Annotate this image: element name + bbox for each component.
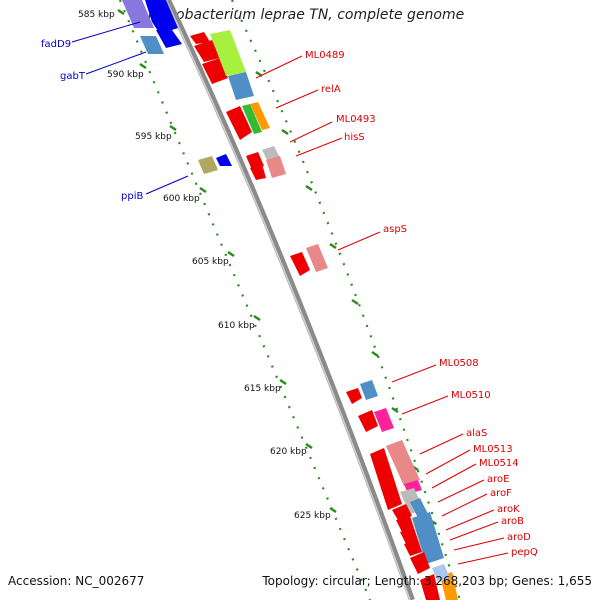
ruler-tick-label: 590 kbp — [107, 70, 144, 80]
reverse-gene-label: aroF — [490, 488, 512, 499]
ruler-tick-label: 605 kbp — [192, 257, 229, 267]
forward-features — [122, 0, 232, 174]
cds-arrow — [410, 552, 430, 574]
ruler-tick-label: 610 kbp — [218, 321, 255, 331]
cog-block — [122, 0, 154, 28]
accession-text: Accession: NC_002677 — [8, 574, 145, 588]
ruler-inner-dots — [118, 0, 372, 600]
cds-arrow — [358, 410, 378, 432]
ruler-tick-label: 600 kbp — [163, 194, 200, 204]
ruler-tick-label: 620 kbp — [270, 447, 307, 457]
cds-arrow — [290, 252, 310, 276]
forward-gene-label: gabT — [60, 71, 86, 82]
reverse-label-leaders — [255, 55, 509, 565]
cds-arrow — [250, 164, 266, 180]
genome-summary-text: Topology: circular; Length: 3,268,203 bp… — [262, 574, 592, 588]
reverse-gene-label: pepQ — [511, 547, 538, 558]
cds-arrow — [216, 154, 232, 166]
cog-block — [266, 156, 286, 178]
cog-block — [250, 102, 270, 130]
cog-block — [374, 408, 394, 432]
ruler-tick-label: 625 kbp — [294, 511, 331, 521]
ruler-tick-label: 615 kbp — [244, 384, 281, 394]
cog-block — [228, 72, 254, 100]
cog-block — [386, 440, 420, 486]
cds-arrow — [226, 106, 252, 140]
map-title: Mycobacterium leprae TN, complete genome — [148, 7, 465, 23]
cds-arrow — [392, 504, 412, 520]
cog-block — [140, 36, 164, 54]
cds-arrow — [202, 58, 228, 84]
cog-block — [410, 498, 428, 518]
forward-gene-label: fadD9 — [41, 39, 71, 50]
cog-block — [210, 30, 246, 76]
cog-block — [432, 564, 450, 582]
reverse-gene-label: aroB — [501, 516, 524, 527]
reverse-gene-label: ML0514 — [479, 458, 519, 469]
cds-arrow — [156, 30, 182, 48]
genome-backbone — [165, 0, 415, 600]
ruler-tick-label: 585 kbp — [78, 10, 115, 20]
cds-arrow — [145, 0, 178, 34]
cds-arrow — [370, 448, 402, 510]
ruler-outer-dots — [231, 0, 462, 600]
cog-block — [412, 512, 444, 564]
forward-gene-label: ppiB — [121, 191, 143, 202]
reverse-gene-label: ML0510 — [451, 390, 491, 401]
cog-block — [242, 104, 262, 134]
cog-block — [360, 380, 378, 400]
cds-arrow — [404, 540, 422, 556]
reverse-gene-label: alaS — [466, 428, 487, 439]
reverse-gene-label: aroK — [497, 504, 520, 515]
cds-arrow — [400, 528, 418, 544]
cds-arrow — [396, 516, 414, 532]
cds-arrow — [346, 388, 362, 404]
reverse-gene-label: relA — [321, 84, 341, 95]
cog-block — [306, 244, 328, 272]
reverse-gene-label: aspS — [383, 224, 407, 235]
cog-block — [198, 156, 218, 174]
reverse-gene-label: aroD — [507, 532, 531, 543]
cds-arrow — [190, 32, 210, 44]
genome-backbone-highlight — [165, 0, 411, 600]
reverse-gene-label: ML0513 — [473, 444, 513, 455]
reverse-features — [190, 30, 458, 600]
cds-arrow — [420, 574, 440, 600]
reverse-gene-label: ML0493 — [336, 114, 376, 125]
reverse-gene-label: hisS — [344, 132, 365, 143]
ruler-tick-label: 595 kbp — [135, 132, 172, 142]
reverse-gene-label: aroE — [487, 474, 509, 485]
reverse-gene-label: ML0508 — [439, 358, 479, 369]
reverse-gene-label: ML0489 — [305, 50, 345, 61]
cds-arrow — [194, 40, 220, 62]
forward-label-leaders — [71, 21, 189, 195]
